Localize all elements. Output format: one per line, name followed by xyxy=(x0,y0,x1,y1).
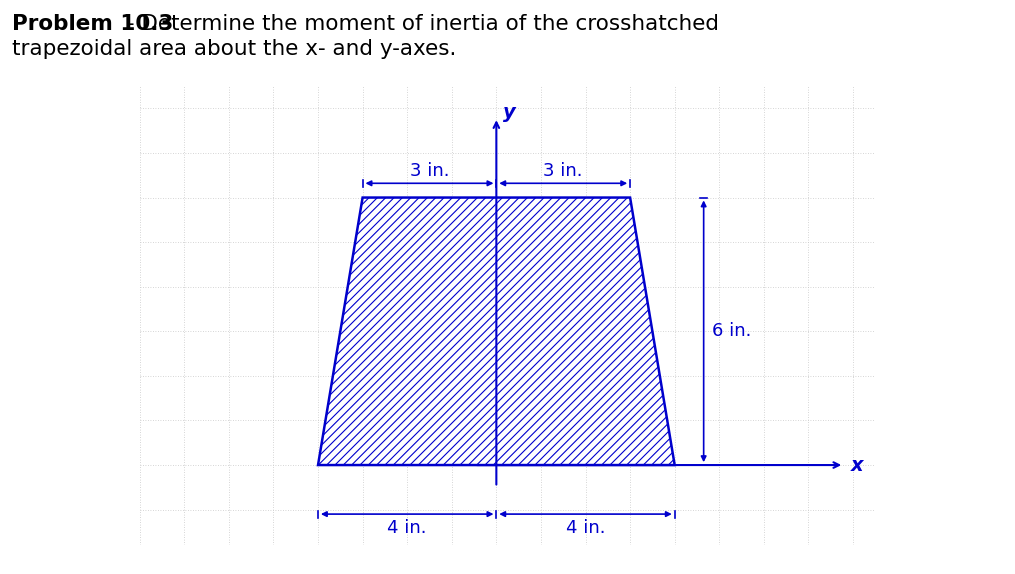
Text: 4 in.: 4 in. xyxy=(388,518,427,537)
Text: y: y xyxy=(503,103,516,122)
Text: x: x xyxy=(851,456,864,475)
Text: Problem 10.3: Problem 10.3 xyxy=(12,14,174,34)
Polygon shape xyxy=(318,197,675,465)
Text: 3 in.: 3 in. xyxy=(543,162,583,180)
Text: - Determine the moment of inertia of the crosshatched: - Determine the moment of inertia of the… xyxy=(120,14,719,34)
Text: 4 in.: 4 in. xyxy=(565,518,605,537)
Text: 3 in.: 3 in. xyxy=(410,162,450,180)
Text: trapezoidal area about the x- and y-axes.: trapezoidal area about the x- and y-axes… xyxy=(12,39,457,59)
Text: 6 in.: 6 in. xyxy=(712,323,751,340)
